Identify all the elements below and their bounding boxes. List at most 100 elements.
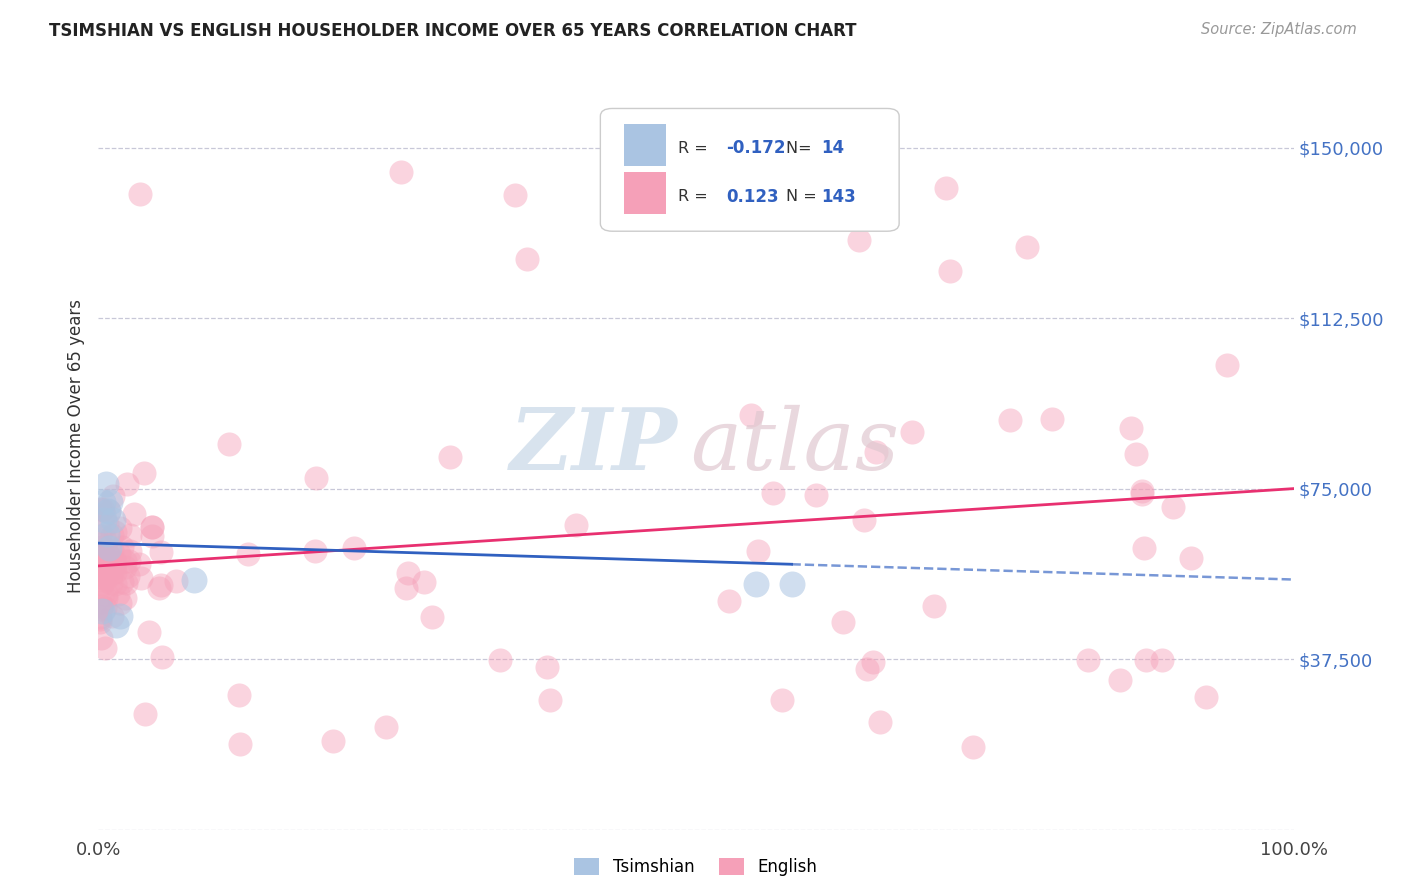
Point — [114, 553, 136, 567]
Point — [97, 549, 120, 563]
Point — [488, 653, 510, 667]
Point — [104, 565, 127, 579]
Point — [183, 573, 205, 587]
Point — [120, 543, 142, 558]
Point — [536, 659, 558, 673]
Point — [538, 693, 561, 707]
Point — [150, 545, 173, 559]
Point — [718, 594, 741, 608]
Point — [117, 477, 139, 491]
Point — [96, 591, 118, 606]
Point — [93, 566, 115, 581]
FancyBboxPatch shape — [600, 109, 900, 231]
Point — [770, 692, 793, 706]
FancyBboxPatch shape — [624, 172, 666, 214]
Point — [91, 548, 114, 562]
Point — [375, 720, 398, 734]
Point — [111, 574, 134, 589]
Point — [1132, 541, 1154, 555]
Point — [110, 596, 132, 610]
Point — [134, 706, 156, 721]
Point — [105, 618, 128, 632]
Point — [238, 547, 260, 561]
Point — [96, 545, 118, 559]
Point — [939, 264, 962, 278]
Point — [90, 602, 112, 616]
Point — [90, 558, 112, 573]
Point — [134, 467, 156, 481]
Point — [91, 560, 114, 574]
Point — [962, 739, 984, 754]
Point — [100, 576, 122, 591]
Point — [118, 554, 141, 568]
Point — [94, 573, 117, 587]
Point — [97, 555, 120, 569]
Point — [342, 541, 364, 556]
Point — [89, 560, 111, 574]
Point — [676, 172, 699, 186]
Point — [118, 528, 141, 542]
Point — [304, 544, 326, 558]
Point — [90, 537, 112, 551]
Point — [89, 555, 111, 569]
Point — [804, 488, 827, 502]
Text: 0.123: 0.123 — [725, 187, 779, 206]
Point — [100, 566, 122, 581]
Point — [90, 540, 112, 554]
Point — [111, 540, 134, 554]
Point — [439, 450, 461, 465]
Point — [141, 520, 163, 534]
Point — [565, 517, 588, 532]
Point — [98, 541, 121, 555]
Point — [834, 195, 856, 210]
Point — [503, 187, 526, 202]
Point — [101, 513, 124, 527]
Point — [1195, 690, 1218, 705]
Point — [94, 477, 117, 491]
Point — [141, 529, 163, 543]
Point — [89, 529, 111, 543]
Point — [516, 252, 538, 266]
Text: ZIP: ZIP — [510, 404, 678, 488]
Text: 143: 143 — [821, 187, 856, 206]
Point — [101, 609, 124, 624]
Point — [1150, 652, 1173, 666]
Point — [150, 650, 173, 665]
Point — [94, 640, 117, 655]
Point — [395, 581, 418, 595]
Point — [322, 734, 344, 748]
Point — [1135, 653, 1157, 667]
Text: 14: 14 — [821, 139, 845, 157]
Point — [96, 527, 118, 541]
Point — [832, 615, 855, 629]
Point — [89, 615, 111, 630]
Point — [1108, 673, 1130, 687]
Point — [100, 543, 122, 558]
Point — [93, 531, 115, 545]
Text: Source: ZipAtlas.com: Source: ZipAtlas.com — [1201, 22, 1357, 37]
FancyBboxPatch shape — [624, 124, 666, 166]
Point — [94, 565, 117, 579]
Point — [89, 610, 111, 624]
Point — [108, 547, 131, 561]
Point — [1130, 487, 1153, 501]
Point — [90, 599, 112, 613]
Point — [128, 558, 150, 572]
Point — [900, 425, 922, 440]
Point — [107, 587, 129, 601]
Point — [93, 569, 115, 583]
Point — [1216, 358, 1239, 372]
Point — [853, 513, 876, 527]
Point — [848, 234, 870, 248]
Point — [104, 556, 127, 570]
Point — [1125, 447, 1147, 461]
Point — [89, 566, 111, 580]
Point — [148, 581, 170, 595]
Legend: Tsimshian, English: Tsimshian, English — [568, 851, 824, 882]
Point — [1000, 412, 1022, 426]
Text: TSIMSHIAN VS ENGLISH HOUSEHOLDER INCOME OVER 65 YEARS CORRELATION CHART: TSIMSHIAN VS ENGLISH HOUSEHOLDER INCOME … — [49, 22, 856, 40]
Point — [101, 489, 124, 503]
Y-axis label: Householder Income Over 65 years: Householder Income Over 65 years — [67, 299, 86, 593]
Point — [89, 502, 111, 516]
Text: N=: N= — [786, 141, 817, 156]
